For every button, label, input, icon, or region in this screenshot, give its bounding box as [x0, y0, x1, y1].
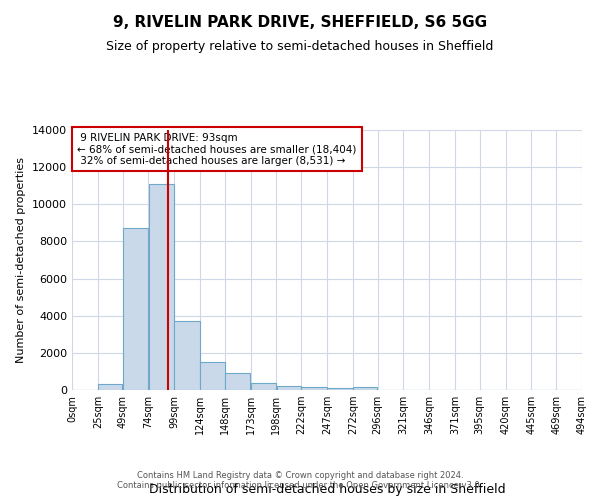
Text: 9, RIVELIN PARK DRIVE, SHEFFIELD, S6 5GG: 9, RIVELIN PARK DRIVE, SHEFFIELD, S6 5GG [113, 15, 487, 30]
Text: Size of property relative to semi-detached houses in Sheffield: Size of property relative to semi-detach… [106, 40, 494, 53]
Bar [327, 388, 353, 390]
Bar [301, 387, 327, 390]
Y-axis label: Number of semi-detached properties: Number of semi-detached properties [16, 157, 26, 363]
Bar [225, 374, 250, 390]
Bar [149, 184, 174, 390]
Bar [98, 384, 122, 390]
Bar [277, 386, 301, 390]
Bar [353, 387, 377, 390]
Bar [200, 362, 224, 390]
Text: 9 RIVELIN PARK DRIVE: 93sqm 
← 68% of semi-detached houses are smaller (18,404)
: 9 RIVELIN PARK DRIVE: 93sqm ← 68% of sem… [77, 132, 356, 166]
X-axis label: Distribution of semi-detached houses by size in Sheffield: Distribution of semi-detached houses by … [149, 483, 505, 496]
Bar [251, 382, 276, 390]
Bar [175, 322, 200, 390]
Text: Contains HM Land Registry data © Crown copyright and database right 2024.
Contai: Contains HM Land Registry data © Crown c… [118, 470, 482, 490]
Bar [123, 228, 148, 390]
